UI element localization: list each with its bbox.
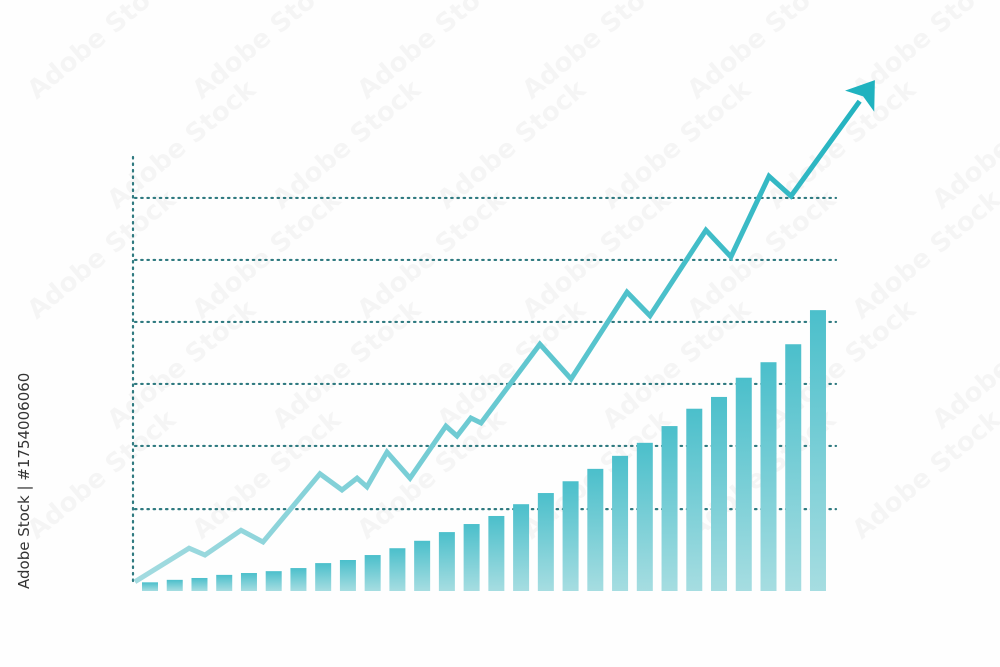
bar xyxy=(414,540,431,591)
watermark-id: Adobe Stock | #1754006060 xyxy=(15,372,33,589)
arrow-head-icon xyxy=(845,80,875,112)
bar xyxy=(513,504,530,591)
bar xyxy=(290,568,307,591)
bars xyxy=(142,310,826,591)
bar xyxy=(809,310,826,591)
bar xyxy=(785,344,802,591)
bar xyxy=(339,560,356,591)
bar xyxy=(389,548,406,591)
bar xyxy=(364,555,381,591)
gridlines xyxy=(131,155,838,585)
bar xyxy=(166,579,183,591)
bar xyxy=(661,426,678,591)
bar xyxy=(760,362,777,591)
bar xyxy=(587,468,604,591)
bar xyxy=(315,563,332,591)
bar xyxy=(463,524,480,591)
bar xyxy=(265,571,282,591)
bar xyxy=(636,442,653,591)
bar xyxy=(562,481,579,591)
bar xyxy=(240,573,257,591)
bar xyxy=(686,408,703,591)
bar xyxy=(711,396,728,591)
bar xyxy=(191,577,208,591)
trend-line xyxy=(133,80,875,584)
bar xyxy=(612,455,629,591)
bar xyxy=(488,515,505,591)
bar xyxy=(142,582,158,591)
bar xyxy=(438,532,455,591)
line-series xyxy=(133,99,862,584)
bar xyxy=(216,574,233,591)
bar xyxy=(735,377,752,591)
bar xyxy=(537,493,554,591)
